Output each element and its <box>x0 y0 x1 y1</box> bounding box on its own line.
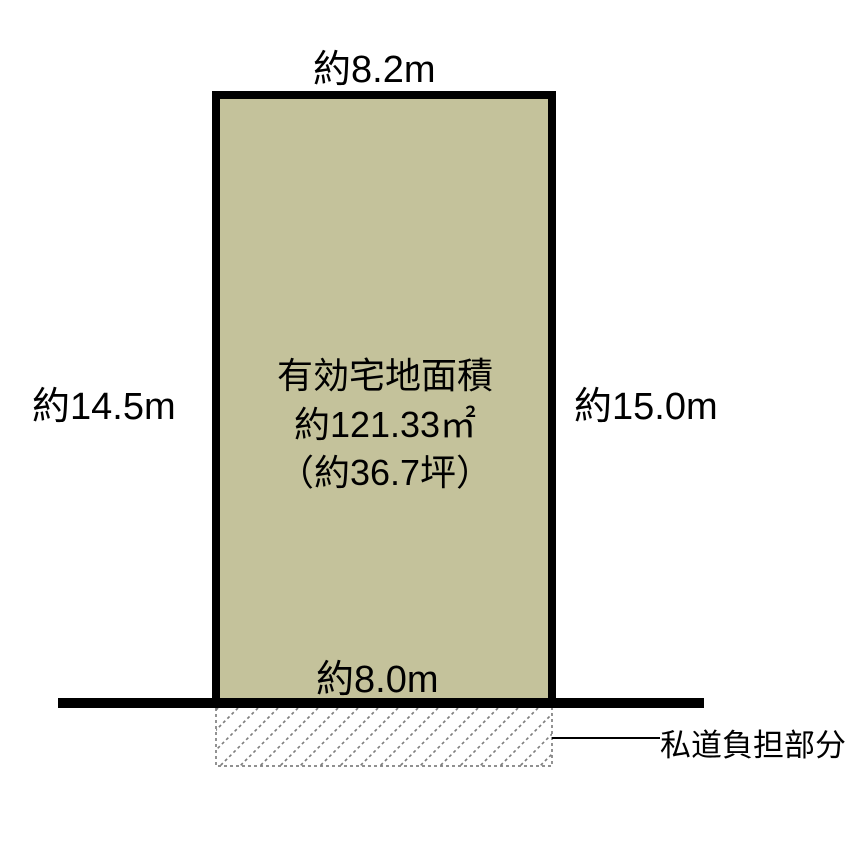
lot-diagram: 約8.2m 約14.5m 約15.0m 約8.0m 有効宅地面積 約121.33… <box>0 0 854 854</box>
area-title: 有効宅地面積 <box>277 355 493 396</box>
dimension-right: 約15.0m <box>574 375 718 430</box>
private-road-label: 私道負担部分 <box>660 720 846 765</box>
area-tsubo: （約36.7坪） <box>278 452 492 493</box>
dimension-left: 約14.5m <box>32 375 176 430</box>
dimension-bottom: 約8.0m <box>316 648 438 703</box>
area-sqm: 約121.33㎡ <box>294 404 476 445</box>
dimension-top: 約8.2m <box>313 38 435 93</box>
lot-area-label: 有効宅地面積 約121.33㎡ （約36.7坪） <box>275 352 495 498</box>
